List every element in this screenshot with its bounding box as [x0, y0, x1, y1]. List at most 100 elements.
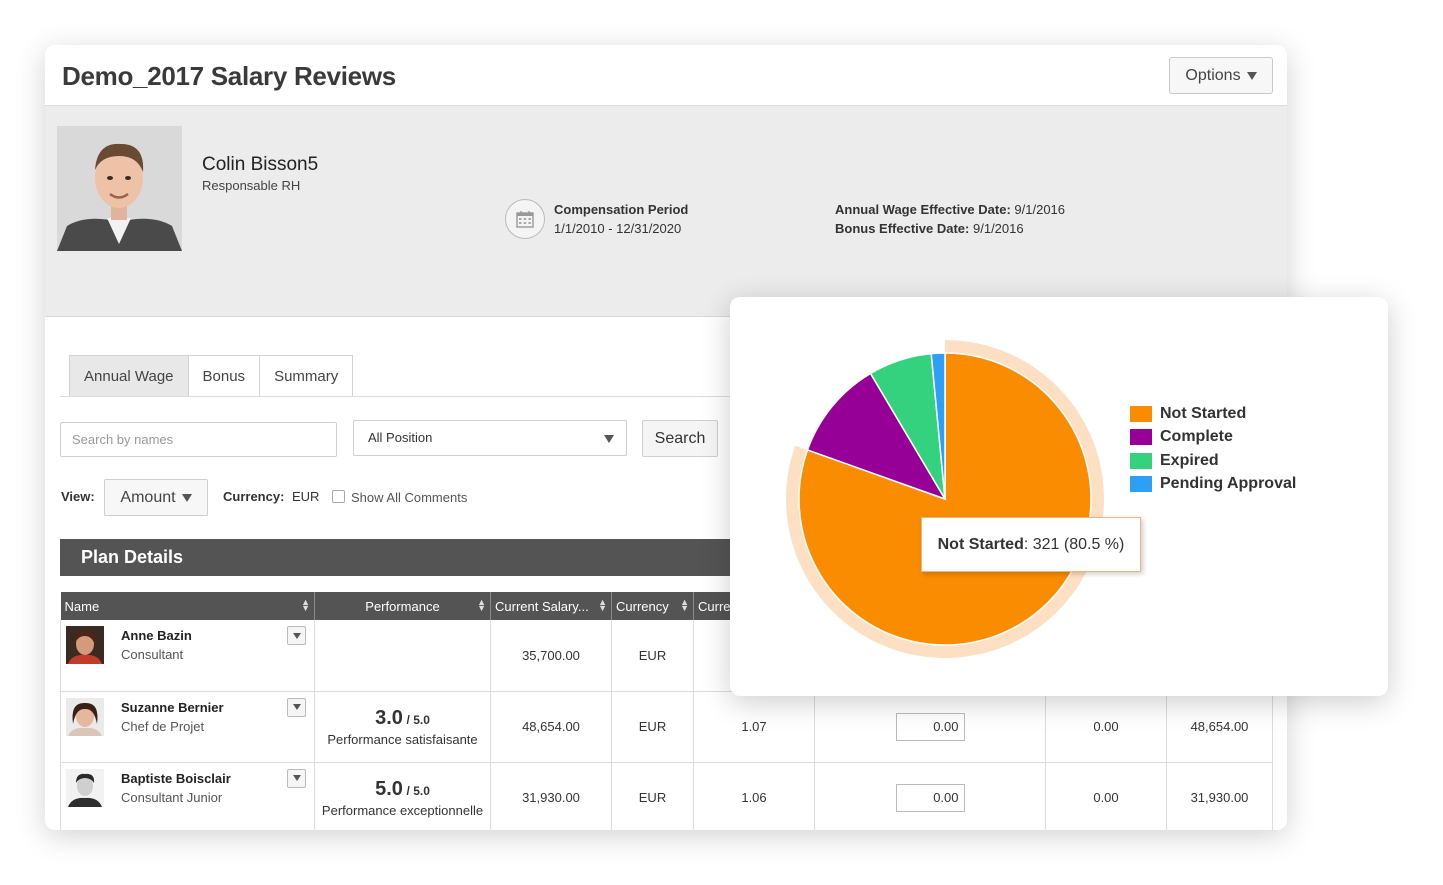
slice-pending-approval[interactable]	[930, 352, 946, 500]
column-performance-label: Performance	[365, 598, 440, 614]
view-select-value: Amount	[120, 488, 176, 506]
search-input[interactable]: Search by names	[60, 422, 337, 457]
currency-cell: EUR	[611, 620, 694, 692]
column-currency-label: Currency	[616, 598, 669, 614]
legend-item-pending-approval[interactable]: Pending Approval	[1130, 473, 1296, 497]
search-button[interactable]: Search	[642, 420, 718, 457]
amount-input[interactable]: 0.00	[895, 783, 965, 812]
ratio-cell: 1.07	[693, 691, 815, 763]
employee-name: Colin Bisson5	[202, 154, 319, 175]
avatar	[66, 697, 104, 736]
row-menu-button[interactable]	[287, 768, 306, 788]
legend-label: Expired	[1160, 451, 1219, 469]
employee-cell: Anne Bazin Consultant	[60, 620, 315, 692]
position-select[interactable]: All Position	[353, 420, 627, 456]
performance-max: / 5.0	[406, 712, 430, 727]
status-chart-popup: Not Started Complete Expired Pending App…	[730, 297, 1388, 696]
annual-wage-date-value: 9/1/2016	[1014, 202, 1066, 217]
slice-complete[interactable]	[806, 372, 947, 501]
avatar	[66, 626, 104, 664]
employee-name[interactable]: Baptiste Boisclair	[121, 770, 231, 786]
person-portrait-icon	[57, 126, 182, 251]
table-row: Suzanne Bernier Chef de Projet 3.0 / 5.0…	[60, 691, 1273, 763]
employee-name[interactable]: Anne Bazin	[121, 628, 192, 643]
compensation-period-label: Compensation Period	[554, 202, 689, 217]
salary-review-panel: Demo_2017 Salary Reviews Options	[45, 45, 1287, 830]
options-label: Options	[1185, 66, 1241, 84]
position-select-value: All Position	[368, 430, 433, 445]
page-title: Demo_2017 Salary Reviews	[62, 61, 396, 91]
tab-summary[interactable]: Summary	[260, 355, 354, 397]
salary-cell: 48,654.00	[490, 691, 612, 763]
avatar	[66, 768, 104, 807]
column-salary-label: Current Salary...	[495, 598, 589, 614]
legend-swatch	[1130, 405, 1152, 422]
currency-value: EUR	[292, 489, 320, 504]
salary-cell: 31,930.00	[490, 762, 612, 830]
compensation-period-value: 1/1/2010 - 12/31/2020	[554, 221, 682, 236]
column-name-label: Name	[64, 598, 100, 614]
bonus-date-label: Bonus Effective Date:	[835, 221, 970, 236]
sort-icon: ▲ ▼	[477, 597, 486, 613]
tab-annual-wage[interactable]: Annual Wage	[69, 355, 189, 397]
chevron-down-icon	[292, 775, 301, 781]
column-header-performance[interactable]: Performance ▲ ▼	[314, 592, 491, 620]
legend-item-not-started[interactable]: Not Started	[1130, 402, 1296, 426]
amount-input[interactable]: 0.00	[895, 712, 965, 741]
performance-text: Performance satisfaisante	[327, 731, 478, 747]
performance-max: / 5.0	[406, 783, 430, 798]
currency-cell: EUR	[611, 762, 694, 830]
sort-icon: ▲ ▼	[680, 597, 689, 613]
sort-icon: ▲ ▼	[301, 597, 310, 613]
tab-bonus[interactable]: Bonus	[188, 355, 261, 397]
table-row: Baptiste Boisclair Consultant Junior 5.0…	[60, 762, 1273, 830]
employee-role: Responsable RH	[202, 178, 301, 193]
annual-wage-date-label: Annual Wage Effective Date:	[835, 202, 1011, 217]
tooltip-label: Not Started	[937, 535, 1024, 553]
view-label: View:	[61, 489, 95, 504]
legend-item-expired[interactable]: Expired	[1130, 449, 1296, 473]
chevron-down-icon	[181, 493, 192, 502]
legend-label: Complete	[1160, 428, 1233, 446]
legend-swatch	[1130, 476, 1152, 493]
employee-title: Chef de Projet	[121, 718, 205, 734]
column-header-name[interactable]: Name ▲ ▼	[60, 592, 315, 620]
value-cell: 0.00	[1045, 762, 1167, 830]
bonus-date-value: 9/1/2016	[973, 221, 1024, 236]
annual-wage-effective-date: Annual Wage Effective Date: 9/1/2016	[835, 202, 1065, 217]
column-header-current-salary[interactable]: Current Salary... ▲ ▼	[490, 592, 612, 620]
column-header-currency[interactable]: Currency ▲ ▼	[611, 592, 694, 620]
currency-cell: EUR	[611, 691, 694, 763]
row-menu-button[interactable]	[287, 626, 306, 645]
tooltip-text: : 321 (80.5 %)	[1023, 535, 1125, 553]
legend-item-complete[interactable]: Complete	[1130, 426, 1296, 450]
legend-label: Pending Approval	[1160, 475, 1297, 493]
show-comments-checkbox[interactable]	[332, 490, 345, 503]
profile-photo	[57, 126, 182, 251]
tab-divider	[60, 396, 760, 397]
performance-cell	[314, 620, 491, 692]
view-select[interactable]: Amount	[104, 479, 208, 516]
value-cell: 48,654.00	[1166, 691, 1273, 763]
input-cell: 0.00	[814, 762, 1046, 830]
sort-icon: ▲ ▼	[598, 597, 607, 613]
performance-text: Performance exceptionnelle	[321, 802, 484, 818]
options-button[interactable]: Options	[1169, 57, 1273, 94]
employee-profile: Colin Bisson5 Responsable RH Compensatio…	[45, 106, 1287, 317]
performance-cell: 5.0 / 5.0 Performance exceptionnelle	[314, 762, 491, 830]
value-cell: 0.00	[1045, 691, 1167, 763]
calendar-icon	[505, 199, 545, 239]
performance-cell: 3.0 / 5.0 Performance satisfaisante	[314, 691, 491, 763]
ratio-cell: 1.06	[693, 762, 815, 830]
row-menu-button[interactable]	[287, 697, 306, 717]
legend-label: Not Started	[1160, 404, 1247, 422]
chevron-down-icon	[1246, 71, 1257, 80]
value-cell: 31,930.00	[1166, 762, 1273, 830]
salary-cell: 35,700.00	[490, 620, 612, 692]
tab-bar: Annual Wage Bonus Summary	[69, 355, 354, 397]
bonus-effective-date: Bonus Effective Date: 9/1/2016	[835, 221, 1024, 236]
employee-cell: Baptiste Boisclair Consultant Junior	[60, 762, 315, 830]
chevron-down-icon	[292, 632, 301, 639]
employee-name[interactable]: Suzanne Bernier	[121, 699, 224, 715]
